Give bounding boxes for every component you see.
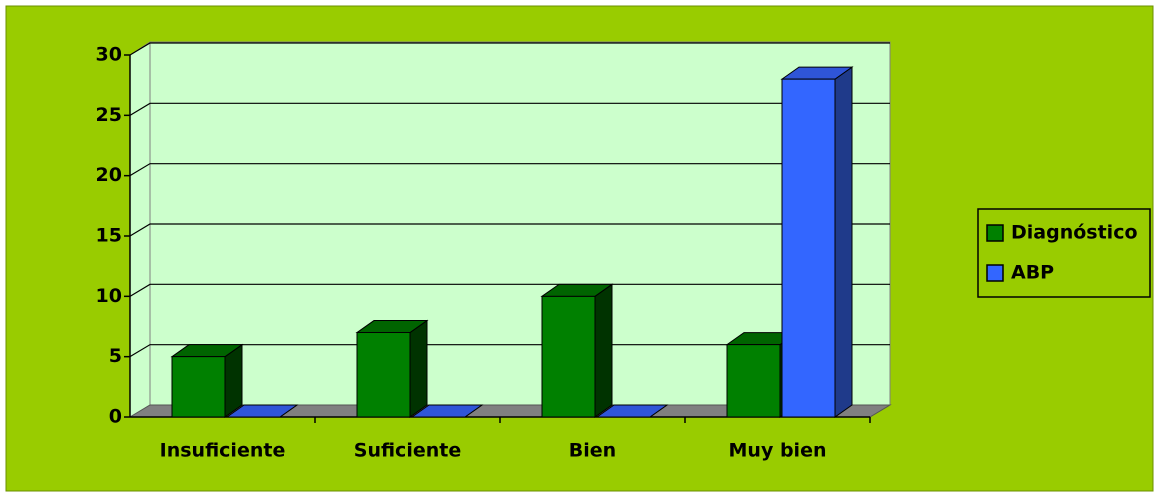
bar-side [834,66,853,418]
y-tick-label: 25 [96,104,122,126]
bar-front [356,332,411,418]
x-tick-label: Bien [569,440,616,462]
bar [780,66,854,418]
grid-line [129,283,890,297]
bar-front [171,356,226,418]
y-tick-label: 20 [96,164,122,186]
y-tick-label: 0 [109,406,122,428]
legend-swatch [986,224,1004,242]
bar-top [410,404,484,418]
x-tick-label: Muy bien [729,440,827,462]
bar [355,319,429,418]
y-tick-label: 15 [96,225,122,247]
bar [225,404,299,418]
grid-line [129,344,890,358]
grid-line [129,102,890,116]
x-tick-label: Suficiente [354,440,461,462]
grid-line [129,42,890,56]
legend-box [977,208,1151,298]
legend [977,208,1151,298]
legend-label: ABP [1011,262,1054,284]
bar [595,404,669,418]
y-tick-label: 30 [96,44,122,66]
grid-line [129,163,890,177]
y-tick-label: 5 [109,345,122,367]
grid-line [129,223,890,237]
bar-front [781,78,836,418]
bar-side [594,283,613,418]
bar-side [224,343,243,418]
bar-front [726,344,781,418]
y-tick-label: 10 [96,285,122,307]
legend-swatch [986,264,1004,282]
legend-label: Diagnóstico [1011,222,1138,244]
bar-top [595,404,669,418]
bar [540,283,614,418]
bar-side [409,319,428,418]
bar-top [225,404,299,418]
bar [170,343,244,418]
bar-front [541,295,596,418]
bar [410,404,484,418]
x-tick-label: Insuficiente [160,440,286,462]
